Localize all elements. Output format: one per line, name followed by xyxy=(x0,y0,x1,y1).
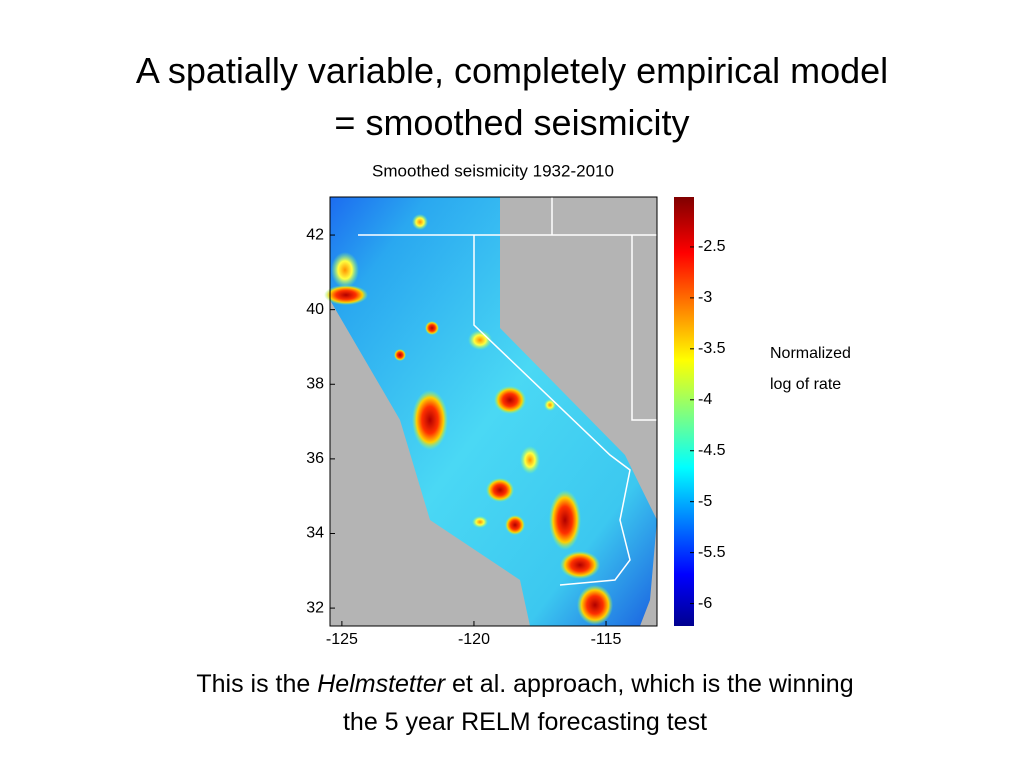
y-tick-label: 32 xyxy=(306,599,324,616)
colorbar-tick-label: -3 xyxy=(698,289,712,306)
x-tick-label: -115 xyxy=(591,631,622,648)
colorbar-tick-label: -4.5 xyxy=(698,442,726,459)
slide-title: = smoothed seismicity xyxy=(334,102,690,143)
map-frame xyxy=(329,196,658,627)
colorbar-label: Normalized xyxy=(770,345,851,362)
caption: the 5 year RELM forecasting test xyxy=(342,708,708,736)
y-tick-label: 36 xyxy=(306,450,324,467)
caption-text: Helmstetter xyxy=(317,670,446,698)
colorbar-tick-label: -2.5 xyxy=(698,238,726,255)
x-tick-label: -120 xyxy=(458,631,490,648)
colorbar-tick-label: -6 xyxy=(698,595,712,612)
y-tick-label: 34 xyxy=(306,525,324,542)
slide-title: A spatially variable, completely empiric… xyxy=(135,50,889,91)
figure: Smoothed seismicity 1932-2010 xyxy=(306,161,851,648)
colorbar-tick-label: -5 xyxy=(698,493,712,510)
figure-title: Smoothed seismicity 1932-2010 xyxy=(372,161,614,180)
y-tick-label: 42 xyxy=(306,226,324,243)
colorbar-tick-label: -4 xyxy=(698,391,712,408)
colorbar-tick-label: -5.5 xyxy=(698,544,726,561)
y-tick-label: 38 xyxy=(306,375,324,392)
y-tick-label: 40 xyxy=(306,301,324,318)
caption-text: et al. approach, which is the winning xyxy=(445,670,854,698)
colorbar xyxy=(674,197,694,626)
caption-text: This is the xyxy=(196,670,318,698)
seismicity-hotspots xyxy=(324,214,613,625)
colorbar-label: log of rate xyxy=(770,376,841,393)
state-borders xyxy=(358,197,657,586)
x-tick-label: -125 xyxy=(326,631,358,648)
colorbar-tick-label: -3.5 xyxy=(698,340,726,357)
caption: This is the Helmstetter et al. approach,… xyxy=(0,670,1024,699)
